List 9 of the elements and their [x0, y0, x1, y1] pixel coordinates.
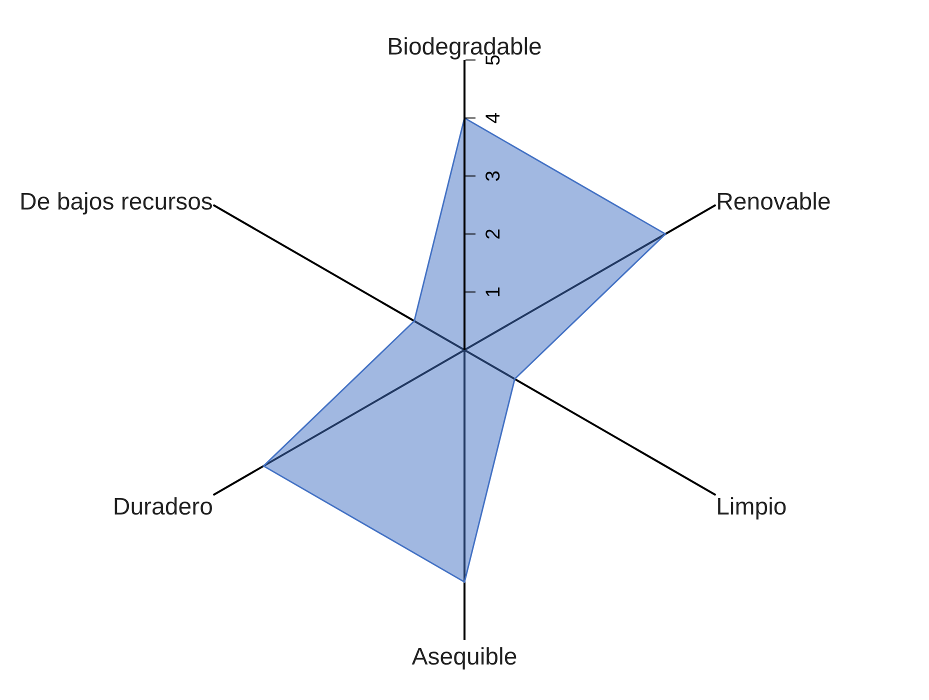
spoke-label: Renovable	[716, 188, 831, 216]
spoke-label: Duradero	[112, 494, 213, 521]
spoke-label: De bajos recursos	[20, 188, 213, 216]
y-tick-label: 2	[482, 228, 504, 240]
y-tick-label: 1	[482, 286, 504, 298]
y-tick-label: 3	[482, 170, 504, 182]
spoke-label: Asequible	[412, 644, 518, 670]
y-tick-label: 4	[482, 112, 504, 124]
spoke-label: Limpio	[716, 494, 787, 521]
